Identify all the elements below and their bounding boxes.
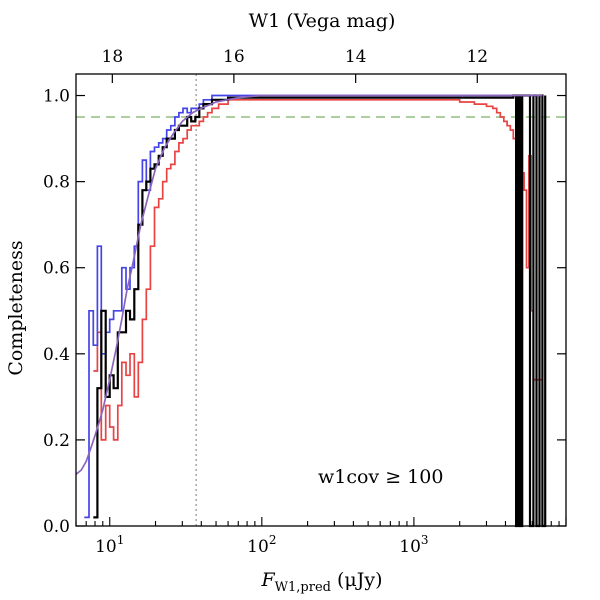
y-tick-label: 1.0 [43, 87, 70, 107]
completeness-annotation: w1cov ≥ 100 [318, 466, 443, 488]
x2-tick-label: 18 [102, 47, 124, 67]
completeness-series-4 [75, 94, 543, 475]
series-group [75, 94, 547, 528]
y-tick-label: 0.8 [43, 173, 70, 193]
y-tick-label: 0.4 [43, 345, 70, 365]
x-tick-label: 103 [399, 533, 428, 557]
completeness-series-1 [93, 98, 543, 441]
y-tick-label: 0.2 [43, 431, 70, 451]
x2-axis-title: W1 (Vega mag) [249, 10, 396, 32]
reference-lines [76, 74, 566, 526]
y-tick-label: 0.0 [43, 517, 70, 537]
completeness-series-2 [84, 94, 543, 519]
x-tick-label: 102 [247, 533, 276, 557]
x2-tick-label: 14 [345, 47, 367, 67]
y-tick-label: 0.6 [43, 259, 70, 279]
y-axis-title: Completeness [5, 240, 27, 375]
x2-tick-label: 12 [466, 47, 488, 67]
x-axis-title: FW1,pred (μJy) [260, 569, 382, 595]
ticks-group: 0.0 0.2 0.4 0.6 0.8 1.0 101 102 103 18 16 14 12 [43, 47, 567, 557]
plot-frame [75, 73, 567, 527]
x2-tick-label: 16 [223, 47, 245, 67]
x-tick-label: 101 [95, 533, 124, 557]
completeness-series-3 [93, 94, 547, 528]
